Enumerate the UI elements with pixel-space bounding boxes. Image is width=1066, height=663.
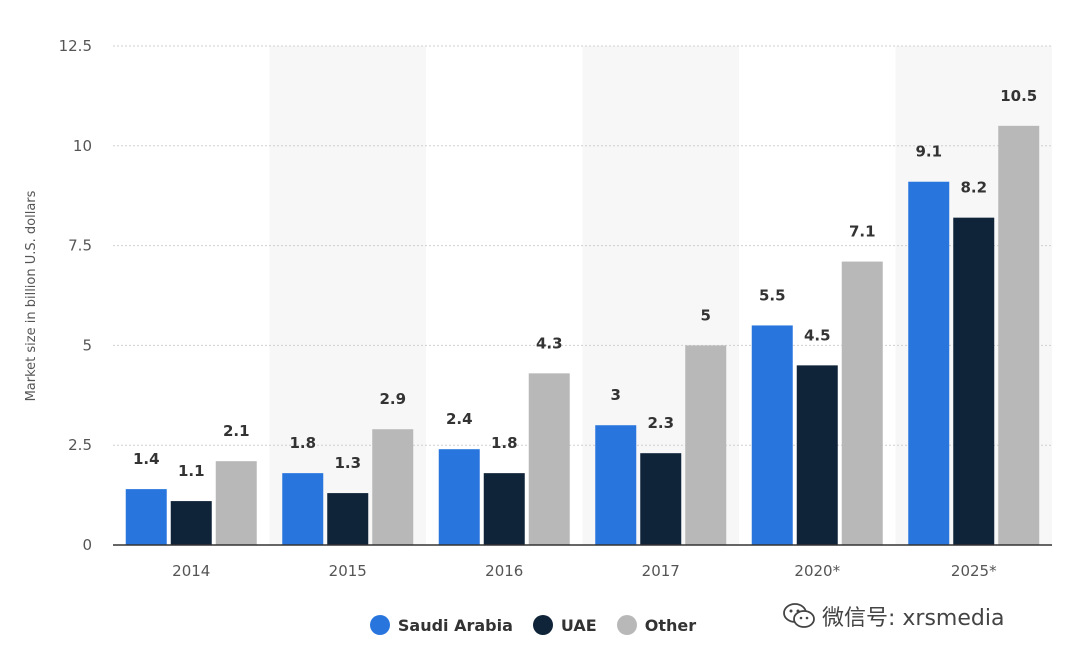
legend-dot [532, 615, 553, 635]
bar [282, 473, 324, 545]
legend-label: UAE [560, 615, 597, 635]
data-label: 2.3 [647, 414, 674, 432]
y-tick-label: 2.5 [68, 436, 92, 454]
y-tick-label: 5 [82, 336, 92, 354]
data-label: 2.1 [223, 422, 250, 440]
data-label: 5.5 [759, 286, 786, 304]
bar [170, 501, 212, 545]
x-tick-label: 2017 [642, 562, 680, 580]
legend: Saudi Arabia UAE Other [0, 615, 1066, 635]
x-axis-ticks: 2014 2015 2016 2017 2020* 2025* [172, 562, 997, 580]
bar [640, 453, 682, 545]
bar [998, 125, 1040, 545]
y-tick-label: 10 [73, 137, 92, 155]
data-label: 1.8 [289, 434, 316, 452]
data-label: 10.5 [1000, 87, 1037, 105]
data-label: 5 [701, 306, 711, 324]
bars: 1.4 1.1 2.1 1.8 1.3 2.9 2.4 1.8 4.3 3 2.3 5 5.5 4.5 7.… [125, 87, 1040, 545]
bar [483, 473, 525, 545]
watermark-text: 微信号: xrsmedia [822, 606, 1005, 631]
bar [372, 429, 414, 545]
data-label: 9.1 [915, 143, 942, 161]
legend-item[interactable]: UAE [532, 615, 597, 635]
bar [327, 493, 369, 545]
x-tick-label: 2015 [329, 562, 367, 580]
y-axis-ticks: 0 2.5 5 7.5 10 12.5 [59, 37, 92, 554]
data-label: 8.2 [960, 179, 987, 197]
bar [796, 365, 838, 545]
data-label: 4.5 [804, 326, 831, 344]
legend-item[interactable]: Saudi Arabia [369, 615, 513, 635]
legend-label: Saudi Arabia [397, 615, 513, 635]
bar [528, 373, 570, 545]
data-label: 1.3 [334, 454, 361, 472]
bar [908, 181, 950, 545]
y-axis-title: Market size in billion U.S. dollars [24, 190, 39, 401]
y-tick-label: 12.5 [59, 37, 92, 55]
bar [438, 449, 480, 545]
bar [685, 345, 727, 545]
watermark: 微信号: xrsmedia [782, 600, 1004, 632]
data-label: 2.9 [379, 390, 406, 408]
x-tick-label: 2025* [951, 562, 997, 580]
bar [595, 425, 637, 545]
x-tick-label: 2016 [485, 562, 523, 580]
bar [125, 489, 167, 545]
data-label: 4.3 [536, 334, 563, 352]
data-label: 3 [611, 386, 621, 404]
x-tick-label: 2014 [172, 562, 210, 580]
y-tick-label: 7.5 [68, 237, 92, 255]
legend-item[interactable]: Other [616, 615, 697, 635]
bar [953, 217, 995, 545]
legend-dot [369, 615, 390, 635]
wechat-icon [783, 603, 815, 628]
bar [841, 261, 883, 545]
data-label: 1.1 [178, 462, 205, 480]
legend-label: Other [644, 615, 697, 635]
gridlines [113, 45, 1052, 446]
legend-dot [616, 615, 637, 635]
bar [751, 325, 793, 545]
y-tick-label: 0 [82, 536, 92, 554]
x-tick-label: 2020* [794, 562, 840, 580]
data-label: 2.4 [446, 410, 473, 428]
data-label: 1.4 [133, 450, 160, 468]
bar [215, 461, 257, 545]
data-label: 7.1 [849, 223, 876, 241]
data-label: 1.8 [491, 434, 518, 452]
